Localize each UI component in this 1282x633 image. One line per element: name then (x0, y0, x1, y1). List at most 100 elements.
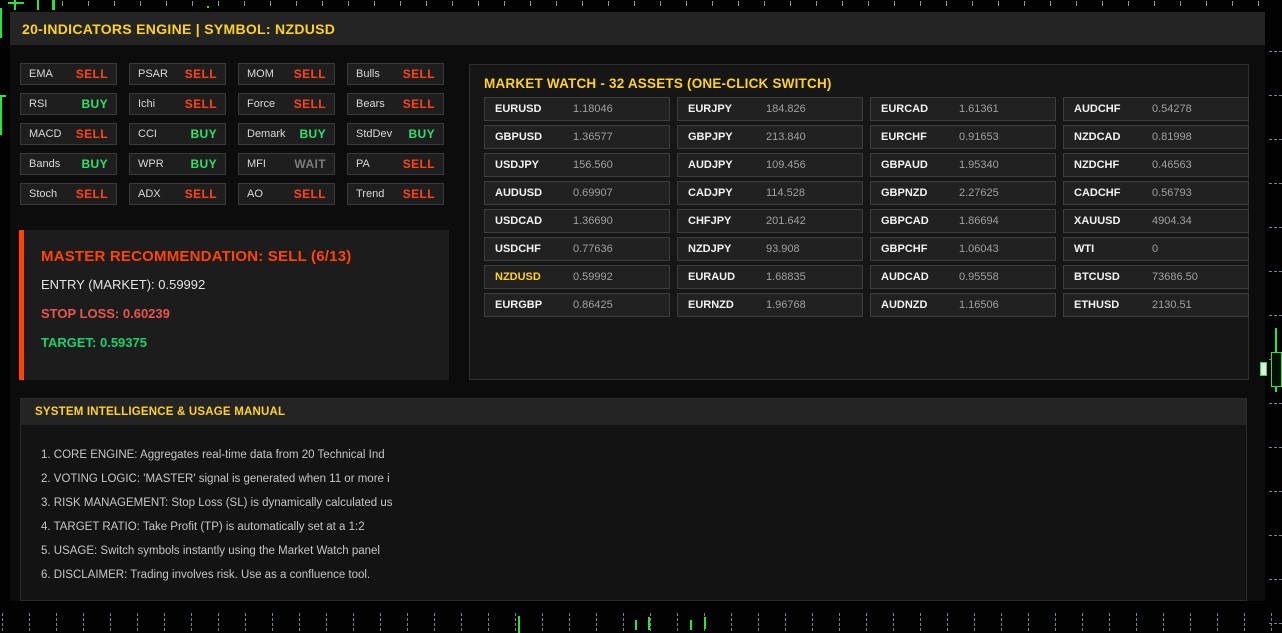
panel-header: 20-INDICATORS ENGINE | SYMBOL: NZDUSD (10, 12, 1265, 45)
indicator-label: MACD (29, 128, 62, 140)
asset-cell-chfjpy[interactable]: CHFJPY 201.642 (677, 209, 863, 233)
indicator-signal: SELL (75, 67, 108, 81)
asset-cell-ethusd[interactable]: ETHUSD 2130.51 (1063, 293, 1249, 317)
indicator-signal: SELL (75, 187, 108, 201)
asset-price: 1.95340 (959, 159, 999, 171)
indicator-signal: SELL (184, 67, 217, 81)
indicator-cell-bulls: Bulls SELL (347, 63, 444, 85)
indicator-label: Bands (29, 158, 61, 170)
asset-cell-usdjpy[interactable]: USDJPY 156.560 (484, 153, 670, 177)
market-watch-grid: EURUSD 1.18046 GBPUSD 1.36577 USDJPY 156.56… (484, 97, 1249, 317)
indicator-signal: BUY (408, 127, 435, 141)
asset-cell-audcad[interactable]: AUDCAD 0.95558 (870, 265, 1056, 289)
asset-cell-gbpusd[interactable]: GBPUSD 1.36577 (484, 125, 670, 149)
asset-price: 93.908 (766, 243, 800, 255)
manual-body: 1. CORE ENGINE: Aggregates real-time dat… (21, 425, 1246, 581)
market-watch-panel: MARKET WATCH - 32 ASSETS (ONE-CLICK SWIT… (469, 64, 1249, 380)
asset-symbol: GBPCHF (881, 243, 928, 255)
asset-cell-nzdchf[interactable]: NZDCHF 0.46563 (1063, 153, 1249, 177)
asset-price: 109.456 (766, 159, 806, 171)
asset-cell-eurusd[interactable]: EURUSD 1.18046 (484, 97, 670, 121)
indicator-cell-ema: EMA SELL (20, 63, 117, 85)
asset-cell-usdcad[interactable]: USDCAD 1.36690 (484, 209, 670, 233)
asset-price: 1.86694 (959, 215, 999, 227)
chart-candle-fragment (52, 0, 55, 10)
master-recommendation-title: MASTER RECOMMENDATION: SELL (6/13) (41, 248, 352, 265)
asset-price: 1.68835 (766, 271, 806, 283)
asset-cell-gbpjpy[interactable]: GBPJPY 213.840 (677, 125, 863, 149)
asset-symbol: NZDJPY (688, 243, 732, 255)
indicator-signal: SELL (402, 187, 435, 201)
indicator-signal: BUY (81, 97, 108, 111)
asset-cell-eurcad[interactable]: EURCAD 1.61361 (870, 97, 1056, 121)
asset-cell-audjpy[interactable]: AUDJPY 109.456 (677, 153, 863, 177)
asset-cell-nzdusd[interactable]: NZDUSD 0.59992 (484, 265, 670, 289)
asset-cell-gbpcad[interactable]: GBPCAD 1.86694 (870, 209, 1056, 233)
asset-cell-audchf[interactable]: AUDCHF 0.54278 (1063, 97, 1249, 121)
asset-price: 0.46563 (1152, 159, 1192, 171)
indicator-cell-bands: Bands BUY (20, 153, 117, 175)
manual-item: 3. RISK MANAGEMENT: Stop Loss (SL) is dy… (41, 497, 393, 509)
asset-symbol: GBPNZD (881, 187, 928, 199)
asset-cell-nzdcad[interactable]: NZDCAD 0.81998 (1063, 125, 1249, 149)
asset-symbol: EURJPY (688, 103, 733, 115)
chart-tick-green (518, 616, 520, 633)
asset-symbol: ETHUSD (1074, 299, 1120, 311)
asset-cell-usdchf[interactable]: USDCHF 0.77636 (484, 237, 670, 261)
asset-cell-btcusd[interactable]: BTCUSD 73686.50 (1063, 265, 1249, 289)
asset-cell-gbpaud[interactable]: GBPAUD 1.95340 (870, 153, 1056, 177)
chart-candle-body (1271, 352, 1282, 387)
asset-symbol: EURNZD (688, 299, 734, 311)
indicator-cell-force: Force SELL (238, 93, 335, 115)
asset-symbol: GBPUSD (495, 131, 543, 143)
asset-price: 0.69907 (573, 187, 613, 199)
indicator-label: Bears (356, 98, 385, 110)
asset-cell-nzdjpy[interactable]: NZDJPY 93.908 (677, 237, 863, 261)
manual-item: 2. VOTING LOGIC: 'MASTER' signal is gene… (41, 473, 390, 485)
asset-symbol: AUDUSD (495, 187, 543, 199)
indicator-cell-psar: PSAR SELL (129, 63, 226, 85)
asset-cell-gbpnzd[interactable]: GBPNZD 2.27625 (870, 181, 1056, 205)
indicator-cell-pa: PA SELL (347, 153, 444, 175)
asset-price: 1.61361 (959, 103, 999, 115)
asset-cell-wti[interactable]: WTI 0 (1063, 237, 1249, 261)
indicator-signal-grid: EMA SELL RSI BUY MACD SELL Bands BUY Stoch SE… (20, 63, 444, 205)
asset-cell-audusd[interactable]: AUDUSD 0.69907 (484, 181, 670, 205)
asset-cell-euraud[interactable]: EURAUD 1.68835 (677, 265, 863, 289)
chart-candle-fragment (0, 95, 6, 97)
indicator-label: CCI (138, 128, 157, 140)
asset-symbol: WTI (1074, 243, 1095, 255)
indicator-cell-stoch: Stoch SELL (20, 183, 117, 205)
asset-cell-eurchf[interactable]: EURCHF 0.91653 (870, 125, 1056, 149)
chart-candle-fragment (207, 6, 209, 8)
indicator-label: Ichi (138, 98, 156, 110)
asset-symbol: BTCUSD (1074, 271, 1120, 283)
asset-cell-cadchf[interactable]: CADCHF 0.56793 (1063, 181, 1249, 205)
indicator-signal: BUY (81, 157, 108, 171)
manual-item: 4. TARGET RATIO: Take Profit (TP) is aut… (41, 521, 365, 533)
indicator-cell-adx: ADX SELL (129, 183, 226, 205)
chart-candle-fragment (14, 0, 16, 10)
asset-price: 114.528 (766, 187, 805, 199)
asset-cell-eurnzd[interactable]: EURNZD 1.96768 (677, 293, 863, 317)
panel-title: 20-INDICATORS ENGINE | SYMBOL: NZDUSD (22, 20, 336, 37)
chart-candle-fragment (37, 0, 39, 10)
asset-cell-eurgbp[interactable]: EURGBP 0.86425 (484, 293, 670, 317)
indicator-cell-trend: Trend SELL (347, 183, 444, 205)
indicator-signal: SELL (184, 97, 217, 111)
manual-item: 1. CORE ENGINE: Aggregates real-time dat… (41, 449, 385, 461)
indicator-label: EMA (29, 68, 53, 80)
asset-price: 2130.51 (1152, 299, 1192, 311)
asset-cell-gbpchf[interactable]: GBPCHF 1.06043 (870, 237, 1056, 261)
asset-cell-eurjpy[interactable]: EURJPY 184.826 (677, 97, 863, 121)
asset-cell-audnzd[interactable]: AUDNZD 1.16506 (870, 293, 1056, 317)
asset-cell-cadjpy[interactable]: CADJPY 114.528 (677, 181, 863, 205)
chart-tick-green (690, 620, 692, 630)
asset-symbol: NZDCAD (1074, 131, 1121, 143)
indicator-signal: BUY (190, 127, 217, 141)
chart-time-axis-bottom (2, 611, 1282, 633)
indicator-cell-cci: CCI BUY (129, 123, 226, 145)
chart-tick-green (635, 620, 637, 630)
asset-cell-xauusd[interactable]: XAUUSD 4904.34 (1063, 209, 1249, 233)
asset-symbol: NZDCHF (1074, 159, 1120, 171)
